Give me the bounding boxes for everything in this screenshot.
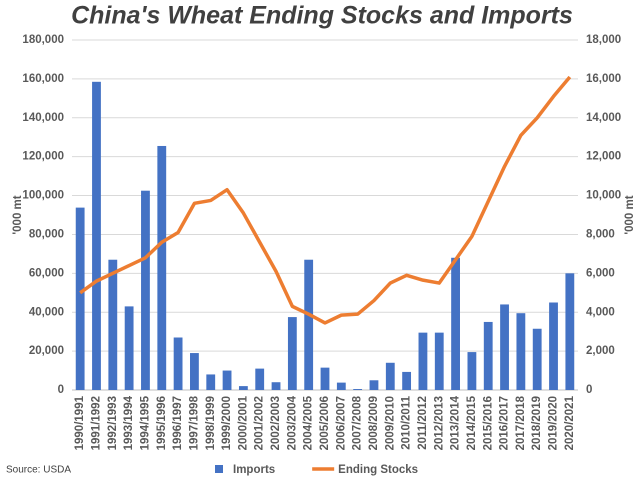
x-tick-label: 2008/2009 (368, 396, 380, 450)
x-tick-label: 2002/2003 (270, 396, 282, 450)
bar (320, 367, 330, 390)
bar (385, 362, 395, 390)
x-tick-label: 2003/2004 (286, 395, 298, 450)
bar (238, 386, 248, 390)
x-tick-label: 2015/2016 (482, 396, 494, 450)
x-tick-label: 2012/2013 (433, 396, 445, 450)
bar (75, 207, 85, 390)
x-tick-label: 1998/1999 (205, 396, 217, 450)
bar (483, 321, 493, 390)
x-tick-label: 1996/1997 (172, 396, 184, 450)
bar (516, 313, 526, 390)
y2-tick-label: 6,000 (586, 267, 615, 279)
x-tick-label: 2013/2014 (450, 395, 462, 450)
x-tick-label: 1999/2000 (221, 396, 233, 450)
bar (92, 81, 101, 391)
bar (124, 306, 134, 390)
bar (418, 332, 428, 390)
y2-tick-label: 18,000 (586, 34, 621, 46)
y2-tick-label: 10,000 (586, 190, 621, 202)
x-tick-label: 2018/2019 (531, 396, 543, 450)
bar (336, 382, 346, 390)
bar (271, 382, 281, 390)
x-tick-label: 2004/2005 (303, 395, 315, 450)
legend-label: Imports (233, 464, 275, 476)
y2-tick-label: 14,000 (586, 112, 621, 124)
y-axis-title: '000 mt (12, 195, 24, 234)
x-tick-label: 1991/1992 (91, 396, 103, 450)
bar (206, 374, 216, 390)
bar (500, 304, 509, 390)
y-tick-label: 40,000 (29, 306, 64, 318)
x-tick-label: 2011/2012 (417, 396, 429, 450)
bar (108, 259, 118, 390)
x-tick-label: 1993/1994 (123, 395, 135, 450)
chart-title: China's Wheat Ending Stocks and Imports (71, 2, 573, 30)
bar (157, 145, 167, 390)
bar (287, 317, 297, 390)
y2-tick-label: 2,000 (586, 345, 615, 357)
bar (369, 380, 379, 390)
y-tick-label: 80,000 (29, 228, 64, 240)
bar (141, 190, 150, 390)
x-tick-label: 2010/2011 (401, 395, 413, 449)
x-tick-label: 2020/2021 (564, 395, 576, 450)
bar (434, 332, 444, 390)
x-tick-label: 2014/2015 (466, 395, 478, 450)
x-tick-label: 2006/2007 (335, 396, 347, 450)
bar (190, 353, 199, 390)
bar (532, 328, 542, 390)
x-tick-label: 1997/1998 (188, 395, 200, 450)
x-tick-label: 1994/1995 (139, 395, 151, 450)
y2-axis-title: '000 mt (624, 195, 636, 234)
bar (222, 370, 232, 390)
y2-tick-label: 4,000 (586, 306, 615, 318)
x-tick-label: 1992/1993 (107, 396, 119, 450)
bar (565, 273, 575, 390)
x-tick-label: 2019/2020 (548, 396, 560, 450)
x-tick-label: 2017/2018 (515, 395, 527, 450)
bar (353, 389, 363, 390)
legend-swatch (215, 465, 223, 473)
y-tick-label: 100,000 (22, 190, 64, 202)
bar (173, 337, 183, 390)
y-tick-label: 120,000 (22, 151, 64, 163)
legend-label: Ending Stocks (338, 464, 418, 476)
y2-tick-label: 8,000 (586, 228, 615, 240)
bar (402, 371, 412, 390)
source-note: Source: USDA (6, 465, 71, 476)
y-tick-label: 20,000 (29, 345, 64, 357)
y2-tick-label: 0 (586, 384, 592, 396)
bar (304, 259, 314, 390)
x-tick-label: 1995/1996 (156, 396, 168, 450)
y2-tick-label: 16,000 (586, 73, 621, 85)
line (79, 75, 572, 325)
y2-tick-label: 12,000 (586, 151, 621, 163)
x-tick-label: 2000/2001 (237, 395, 249, 450)
y-tick-label: 160,000 (22, 73, 64, 85)
y-tick-label: 140,000 (22, 112, 64, 124)
bar (467, 352, 477, 390)
x-tick-label: 2005/2006 (319, 396, 331, 450)
y-tick-label: 180,000 (22, 34, 64, 46)
y-tick-label: 60,000 (29, 267, 64, 279)
bar (549, 302, 558, 390)
bar (451, 257, 460, 390)
x-tick-label: 2007/2008 (352, 395, 364, 450)
bar (255, 368, 265, 390)
y-tick-label: 0 (58, 384, 64, 396)
x-tick-label: 2009/2010 (384, 396, 396, 450)
x-tick-label: 2001/2002 (254, 396, 266, 450)
x-tick-label: 1990/1991 (74, 395, 86, 450)
x-tick-label: 2016/2017 (499, 396, 511, 450)
